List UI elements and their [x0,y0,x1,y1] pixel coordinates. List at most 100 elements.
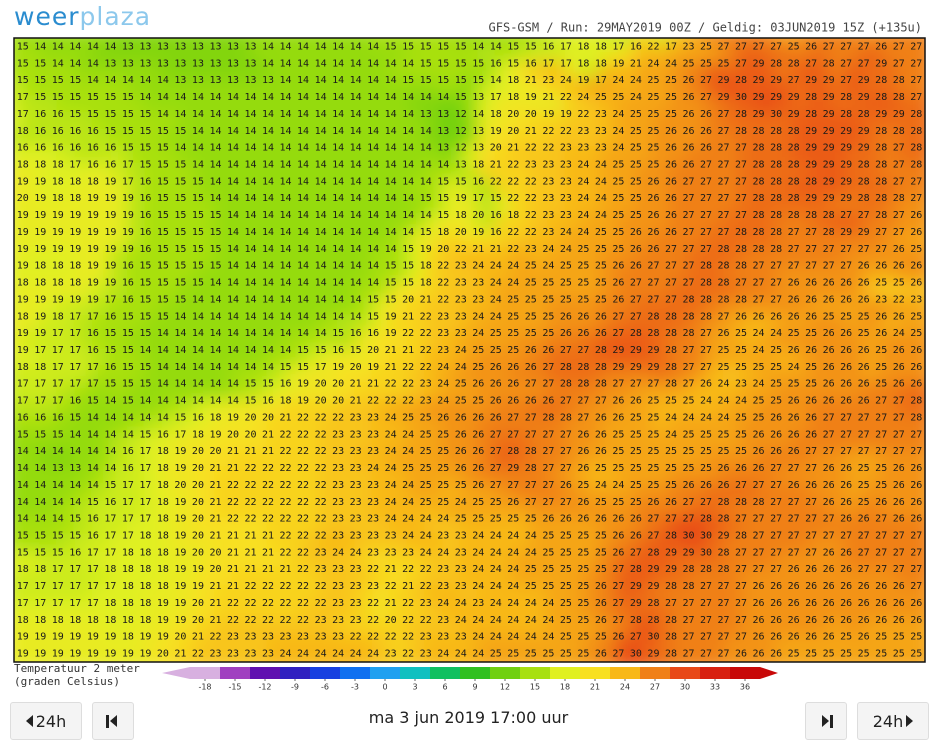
forward-24h-button[interactable]: 24h [857,702,929,740]
temperature-value: 22 [332,412,344,423]
temperature-value: 26 [823,615,835,626]
temperature-value: 14 [367,261,379,272]
temperature-value: 14 [69,58,81,69]
temperature-value: 29 [805,75,817,86]
temperature-value: 19 [104,193,116,204]
temperature-value: 21 [227,531,239,542]
temperature-value: 15 [385,294,397,305]
temperature-value: 27 [753,564,765,575]
temperature-value: 28 [910,159,922,170]
temperature-value: 28 [753,227,765,238]
back-24h-button[interactable]: 24h [10,702,82,740]
temperature-value: 28 [823,227,835,238]
temperature-value: 27 [647,379,659,390]
temperature-value: 25 [630,126,642,137]
colorbar-segment [340,667,370,679]
temperature-value: 15 [34,92,46,103]
temperature-value: 14 [332,193,344,204]
temperature-value: 20 [174,632,186,643]
temperature-value: 17 [87,564,99,575]
temperature-value: 27 [910,193,922,204]
temperature-value: 14 [420,176,432,187]
temperature-value: 22 [402,564,414,575]
temperature-value: 16 [87,345,99,356]
temperature-value: 14 [367,143,379,154]
temperature-value: 15 [315,345,327,356]
temperature-value: 23 [332,429,344,440]
temperature-value: 25 [753,412,765,423]
temperature-value: 19 [52,227,64,238]
temperature-value: 24 [630,92,642,103]
temperature-value: 17 [139,463,151,474]
temperature-value: 15 [104,92,116,103]
temperature-value: 19 [87,278,99,289]
temperature-value: 16 [525,58,537,69]
temperature-value: 26 [788,412,800,423]
first-button[interactable] [92,702,134,740]
temperature-value: 26 [753,311,765,322]
temperature-value: 27 [858,41,870,52]
temperature-value: 14 [332,75,344,86]
temperature-value: 14 [262,176,274,187]
temperature-value: 20 [315,396,327,407]
colorbar-segment [460,667,490,679]
temperature-value: 22 [262,463,274,474]
valid-date: ma 3 jun 2019 17:00 uur [368,708,569,727]
temperature-value: 18 [122,615,134,626]
temperature-value: 25 [612,193,624,204]
temperature-value: 27 [788,514,800,525]
last-button[interactable] [805,702,847,740]
temperature-value: 14 [350,159,362,170]
temperature-value: 17 [52,396,64,407]
temperature-value: 23 [525,244,537,255]
temperature-value: 28 [788,193,800,204]
temperature-value: 27 [735,143,747,154]
temperature-value: 15 [174,278,186,289]
temperature-value: 25 [647,446,659,457]
temperature-value: 21 [209,514,221,525]
temperature-value: 27 [840,210,852,221]
temperature-value: 27 [682,261,694,272]
colorbar-segment [700,667,730,679]
temperature-value: 15 [34,547,46,558]
temperature-value: 22 [297,497,309,508]
temperature-value: 15 [402,75,414,86]
temperature-value: 25 [595,632,607,643]
temperature-value: 26 [805,429,817,440]
colorbar-label: 27 [650,683,660,692]
temperature-value: 23 [420,649,432,660]
temperature-value: 13 [157,41,169,52]
temperature-value: 21 [209,581,221,592]
temperature-value: 27 [805,227,817,238]
temperature-value: 25 [647,412,659,423]
temperature-value: 15 [437,176,449,187]
temperature-value: 14 [227,159,239,170]
temperature-value: 14 [34,41,46,52]
temperature-value: 26 [612,547,624,558]
temperature-value: 14 [350,294,362,305]
temperature-value: 15 [472,58,484,69]
temperature-value: 24 [437,362,449,373]
temperature-value: 14 [209,294,221,305]
temperature-value: 25 [630,497,642,508]
temperature-value: 15 [209,227,221,238]
temperature-value: 26 [612,632,624,643]
temperature-value: 28 [560,412,572,423]
temperature-value: 27 [647,514,659,525]
temperature-value: 27 [700,210,712,221]
temperature-value: 30 [630,649,642,660]
temperature-value: 24 [577,227,589,238]
temperature-value: 15 [472,75,484,86]
temperature-value: 22 [297,581,309,592]
temperature-value: 27 [858,244,870,255]
temperature-value: 27 [840,41,852,52]
temperature-value: 25 [507,514,519,525]
temperature-value: 14 [297,210,309,221]
temperature-value: 25 [647,396,659,407]
temperature-value: 22 [420,581,432,592]
temperature-value: 24 [577,210,589,221]
colorbar-label: 36 [740,683,750,692]
temperature-value: 19 [17,244,29,255]
temperature-value: 22 [280,429,292,440]
temperature-value: 26 [700,143,712,154]
